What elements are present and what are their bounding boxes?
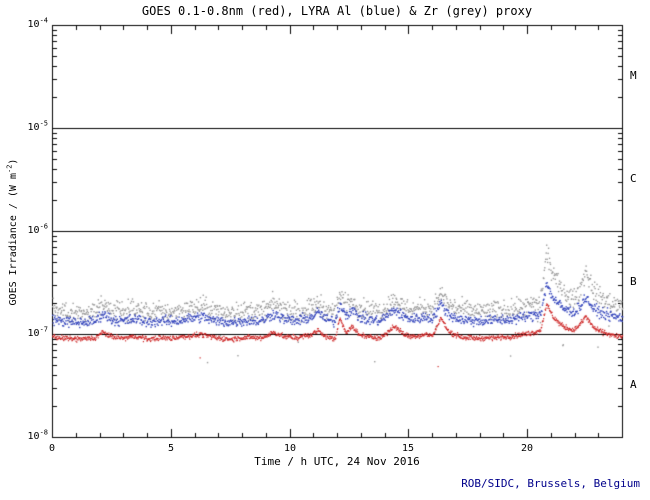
y-tick-label: 10-7 [27,325,48,339]
credit-text: ROB/SIDC, Brussels, Belgium [461,477,640,490]
x-axis-label: Time / h UTC, 24 Nov 2016 [254,455,420,468]
chart-title: GOES 0.1-0.8nm (red), LYRA Al (blue) & Z… [141,4,533,18]
flare-class-label: C [630,172,637,185]
flare-class-label: M [630,69,637,82]
flare-class-label: A [630,378,637,391]
y-tick-label: 10-8 [27,428,48,442]
y-axis-label-pre: GOES Irradiance / (W m [8,173,19,306]
y-axis-label-sup: -2 [5,164,14,174]
x-tick-label: 10 [283,443,297,454]
flare-class-label: B [630,275,637,288]
y-tick-label: 10-5 [27,119,48,133]
x-tick-label: 15 [401,443,415,454]
x-tick-label: 20 [520,443,534,454]
x-tick-label: 5 [167,443,175,454]
y-tick-label: 10-4 [27,16,48,30]
x-tick-label: 0 [48,443,56,454]
y-axis-label-post: ) [8,158,19,165]
y-tick-label: 10-6 [27,222,48,236]
